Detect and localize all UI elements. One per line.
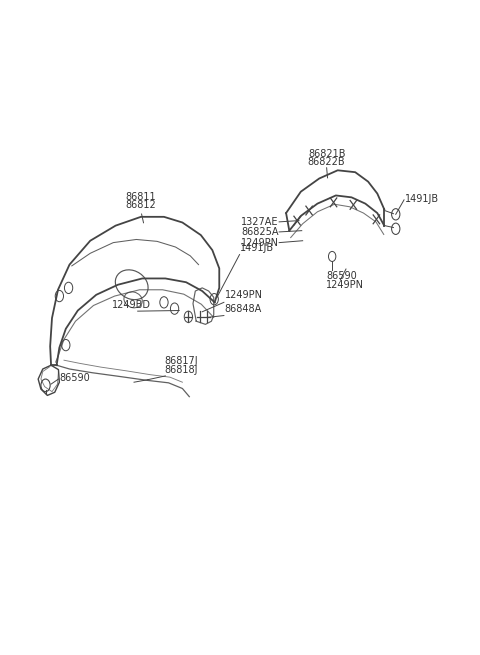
- Text: 1491JB: 1491JB: [240, 243, 274, 253]
- Text: 1249PN: 1249PN: [240, 238, 279, 248]
- Text: 1327AE: 1327AE: [241, 217, 279, 227]
- Text: 86590: 86590: [60, 373, 90, 383]
- Text: 86848A: 86848A: [225, 305, 262, 314]
- Text: 86812: 86812: [126, 200, 156, 210]
- Text: 86817J: 86817J: [164, 356, 198, 367]
- Text: 1249BD: 1249BD: [112, 300, 151, 310]
- Text: 86811: 86811: [126, 192, 156, 202]
- Text: 1491JB: 1491JB: [405, 194, 439, 204]
- Text: 86822B: 86822B: [308, 157, 346, 167]
- Text: 1249PN: 1249PN: [225, 290, 263, 301]
- Text: 86821B: 86821B: [308, 149, 346, 159]
- Text: 86825A: 86825A: [241, 227, 279, 237]
- Text: 1249PN: 1249PN: [326, 280, 364, 290]
- Text: 86818J: 86818J: [164, 365, 198, 375]
- Text: 86590: 86590: [326, 271, 357, 281]
